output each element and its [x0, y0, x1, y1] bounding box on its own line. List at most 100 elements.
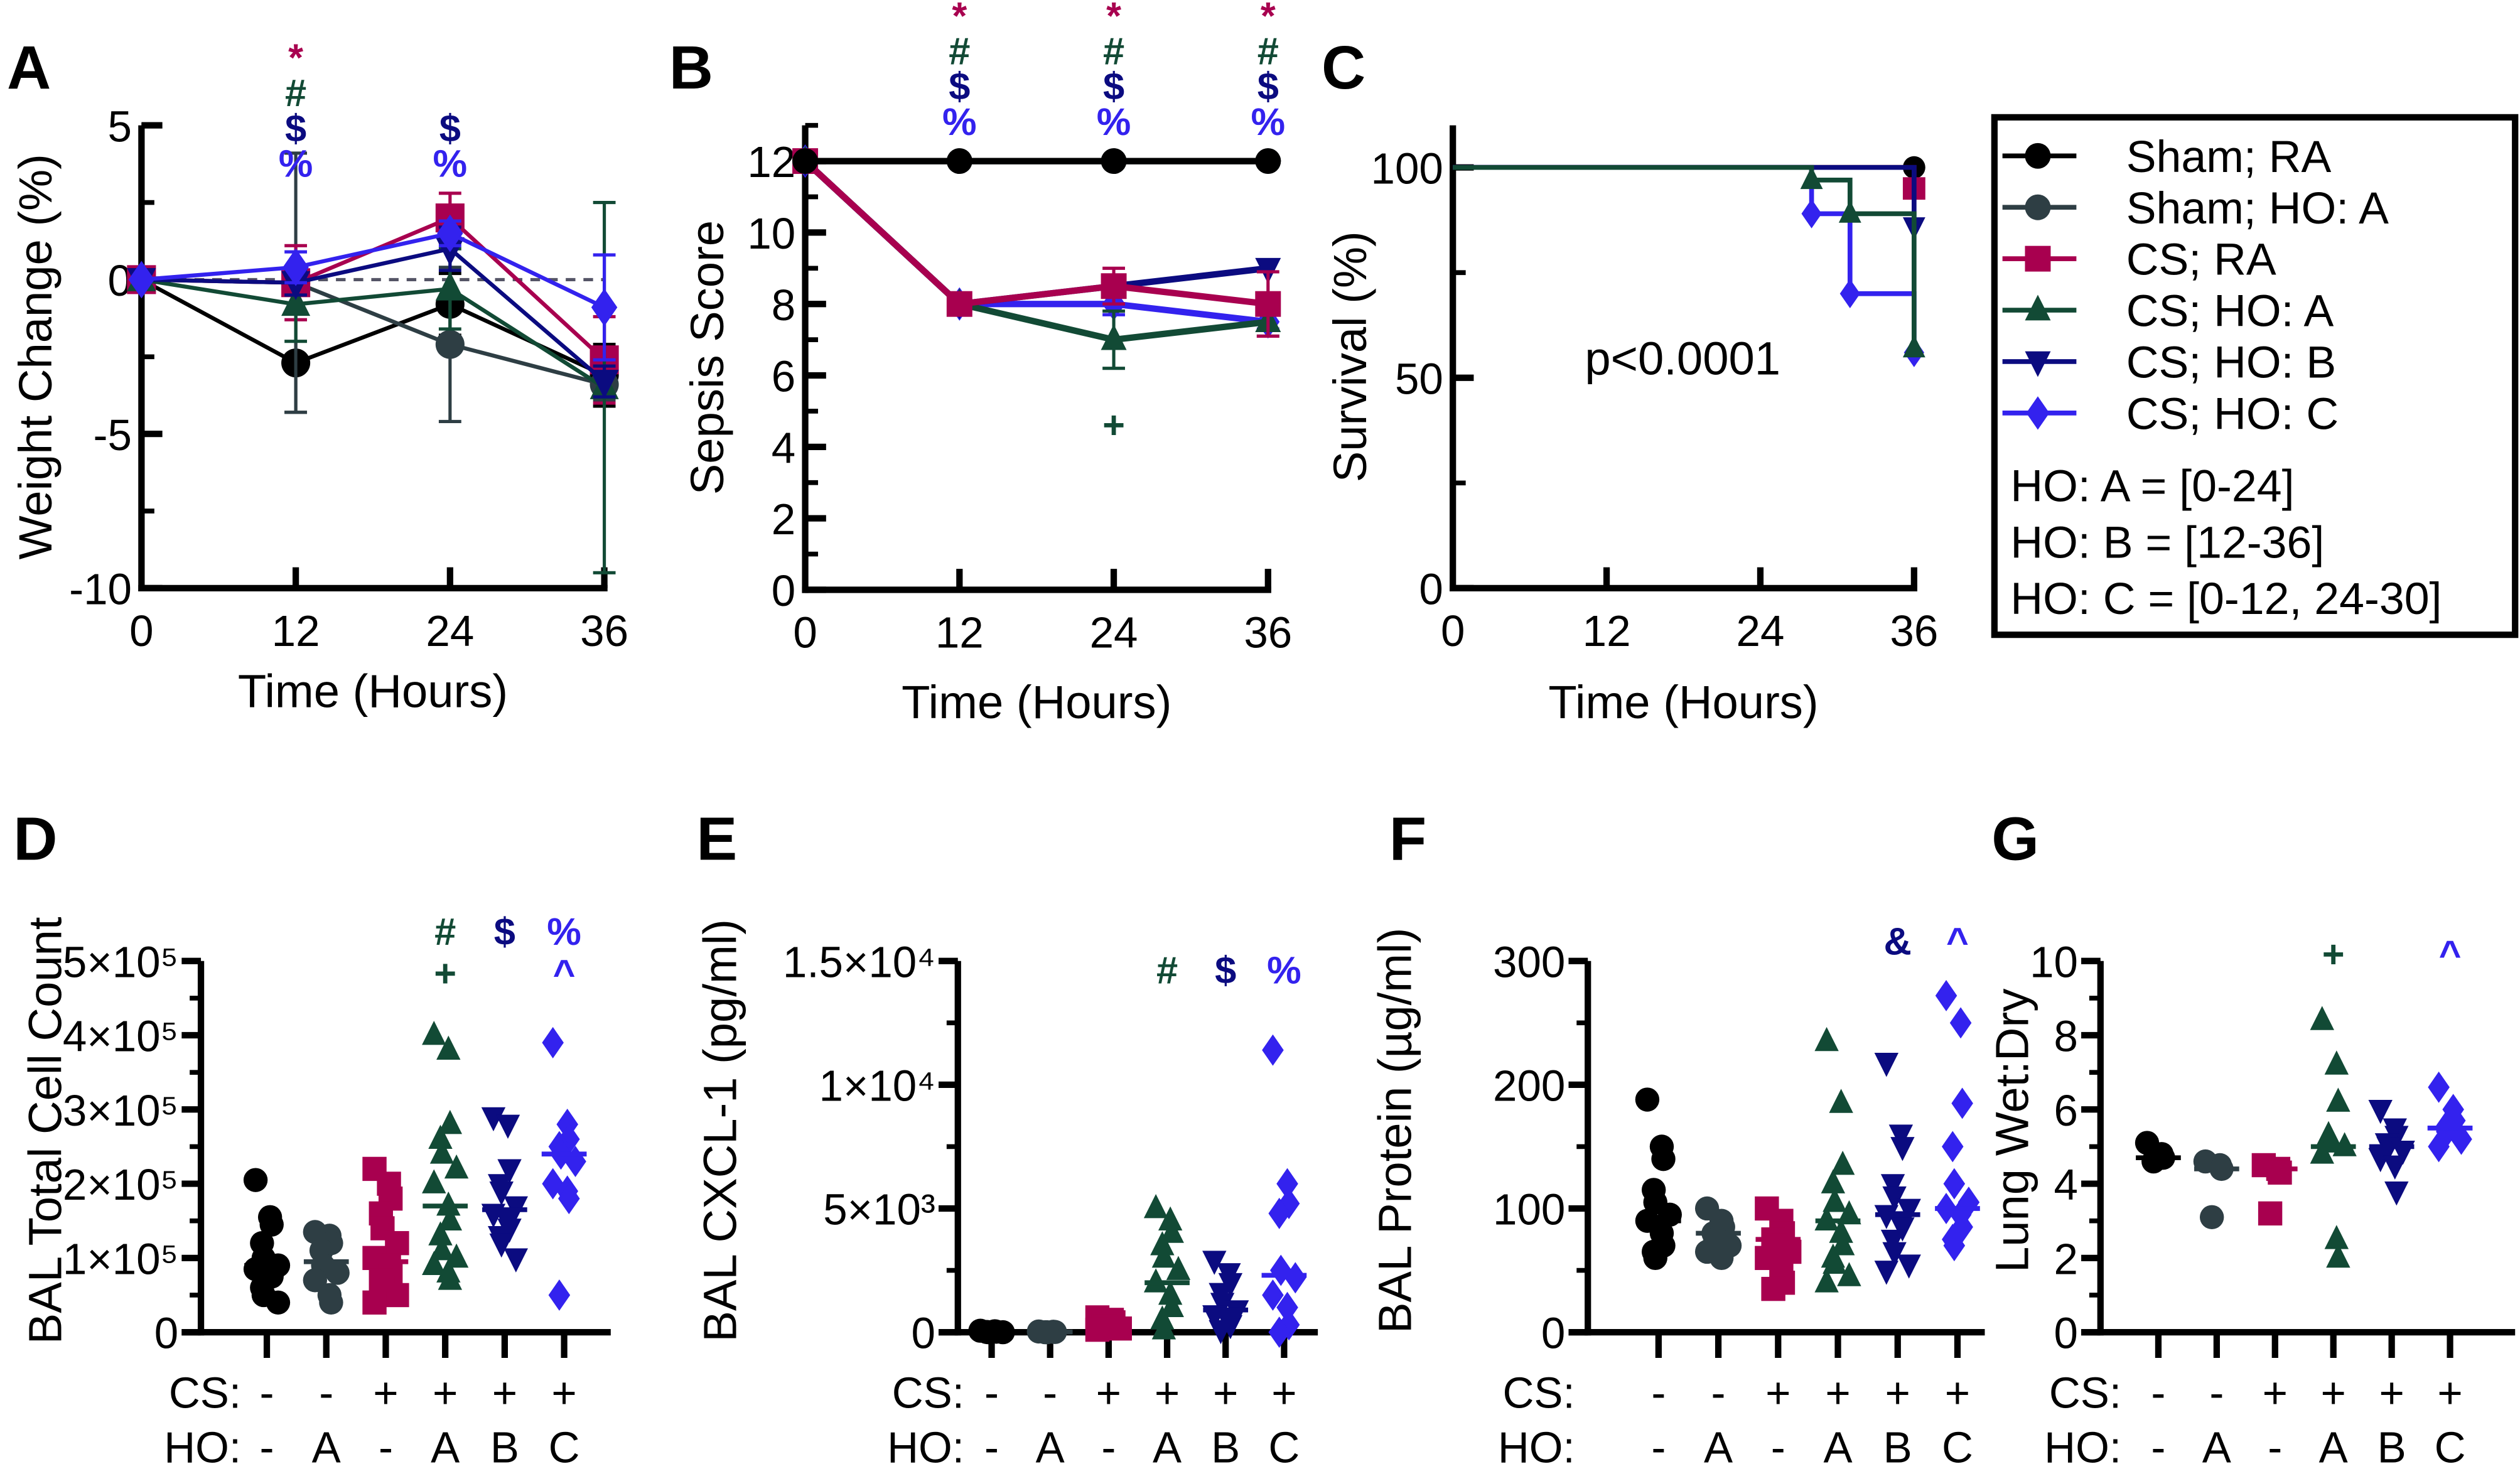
data-point [2383, 1155, 2407, 1180]
data-point [438, 1266, 463, 1290]
legend-marker-circle [2025, 143, 2051, 169]
cs-value: + [373, 1368, 398, 1417]
data-point [243, 1168, 268, 1192]
data-point [325, 1261, 350, 1285]
data-point [444, 1243, 469, 1268]
panel-letter: C [1322, 33, 1365, 102]
y-tick-label: 0 [911, 1309, 935, 1358]
legend-label: CS; HO: B [2126, 338, 2336, 388]
data-point [435, 330, 465, 359]
ho-value: - [984, 1423, 999, 1464]
cs-value: + [1155, 1368, 1180, 1417]
data-point [1935, 980, 1957, 1011]
cs-value: + [1765, 1368, 1790, 1417]
data-point [1158, 1206, 1183, 1231]
y-axis-title: BAL Total Cell Count [19, 917, 71, 1344]
y-tick-label: 0 [772, 566, 795, 615]
data-point [266, 1290, 291, 1315]
legend-marker-triangle [2025, 294, 2051, 321]
y-axis-title: Sepsis Score [681, 220, 733, 495]
data-point [946, 148, 972, 175]
legend-marker-circle [2025, 194, 2051, 220]
panel-letter: A [7, 33, 51, 102]
panel-letter: E [696, 805, 737, 873]
data-point [1262, 1034, 1284, 1066]
significance-marker: $ [1257, 65, 1279, 109]
ho-value: A [431, 1423, 460, 1464]
data-point [438, 1109, 463, 1134]
significance-marker: * [1261, 0, 1276, 38]
data-point [1151, 1315, 1177, 1340]
cs-value: + [433, 1368, 458, 1417]
x-tick-label: 24 [426, 606, 474, 655]
data-point [1761, 1276, 1785, 1301]
series-line [141, 277, 606, 390]
series-line [803, 158, 1269, 308]
data-point [2141, 1149, 2166, 1174]
ho-value: - [1651, 1423, 1666, 1464]
y-tick-label: 6 [772, 352, 795, 401]
significance-marker: $ [1103, 65, 1124, 109]
x-tick-label: 24 [1090, 608, 1138, 657]
cs-value: - [1651, 1368, 1666, 1417]
cs-value: + [1213, 1368, 1238, 1417]
data-point [1262, 1279, 1284, 1311]
data-point [1880, 1174, 1905, 1198]
y-tick-label: 100 [1493, 1185, 1565, 1234]
ho-value: A [1823, 1423, 1852, 1464]
data-point [1814, 1268, 1839, 1293]
significance-marker: & [1884, 920, 1912, 964]
ho-value: C [549, 1423, 580, 1464]
data-point [436, 1035, 461, 1060]
x-tick-label: 0 [1441, 606, 1465, 655]
series-line [141, 231, 605, 309]
significance-marker: # [285, 72, 306, 115]
y-tick-label: 8 [2054, 1012, 2078, 1061]
significance-marker: $ [1215, 949, 1236, 993]
panel-letter: G [1991, 805, 2039, 873]
data-point [489, 1181, 514, 1206]
y-tick-label: 0 [1541, 1309, 1565, 1358]
data-point [1651, 1146, 1676, 1171]
data-point [2324, 1050, 2349, 1075]
ho-value: A [312, 1423, 341, 1464]
significance-marker: * [952, 0, 967, 38]
data-point [1158, 1280, 1183, 1305]
y-tick-label: 5×10⁵ [63, 937, 178, 986]
cs-value: + [2437, 1368, 2462, 1417]
legend-note: HO: A = [0-24] [2010, 461, 2294, 512]
cs-value: + [1825, 1368, 1850, 1417]
significance-marker: + [1102, 404, 1125, 447]
data-point [1890, 1137, 1915, 1161]
ho-value: - [2151, 1423, 2165, 1464]
significance-marker: % [942, 100, 977, 144]
data-point [1709, 1246, 1734, 1271]
y-tick-label: 5 [108, 102, 132, 151]
x-tick-label: 24 [1737, 606, 1785, 655]
legend-marker-diamond [2026, 396, 2050, 430]
legend-marker-square [2025, 245, 2051, 272]
data-point [1943, 1230, 1966, 1262]
y-axis-title: Survival (%) [1324, 231, 1376, 482]
significance-marker: % [1097, 100, 1131, 144]
significance-marker: $ [949, 65, 970, 109]
significance-marker: * [1106, 0, 1121, 38]
significance-marker: # [434, 910, 456, 954]
significance-marker: # [1257, 30, 1279, 73]
y-tick-label: 1×10⁵ [63, 1234, 178, 1283]
significance-marker: % [433, 143, 468, 186]
x-tick-label: 12 [935, 608, 984, 657]
y-tick-label: 12 [747, 137, 795, 186]
significance-marker: # [1103, 30, 1124, 73]
data-point [128, 261, 155, 299]
data-point [437, 214, 463, 252]
cs-value: + [2263, 1368, 2288, 1417]
data-point [1150, 1231, 1175, 1256]
significance-marker: % [1251, 100, 1285, 144]
data-point [429, 1235, 455, 1261]
data-point [1143, 1193, 1168, 1219]
significance-marker: % [279, 143, 313, 186]
data-point [1101, 273, 1127, 299]
legend-note: HO: B = [12-36] [2010, 517, 2324, 568]
